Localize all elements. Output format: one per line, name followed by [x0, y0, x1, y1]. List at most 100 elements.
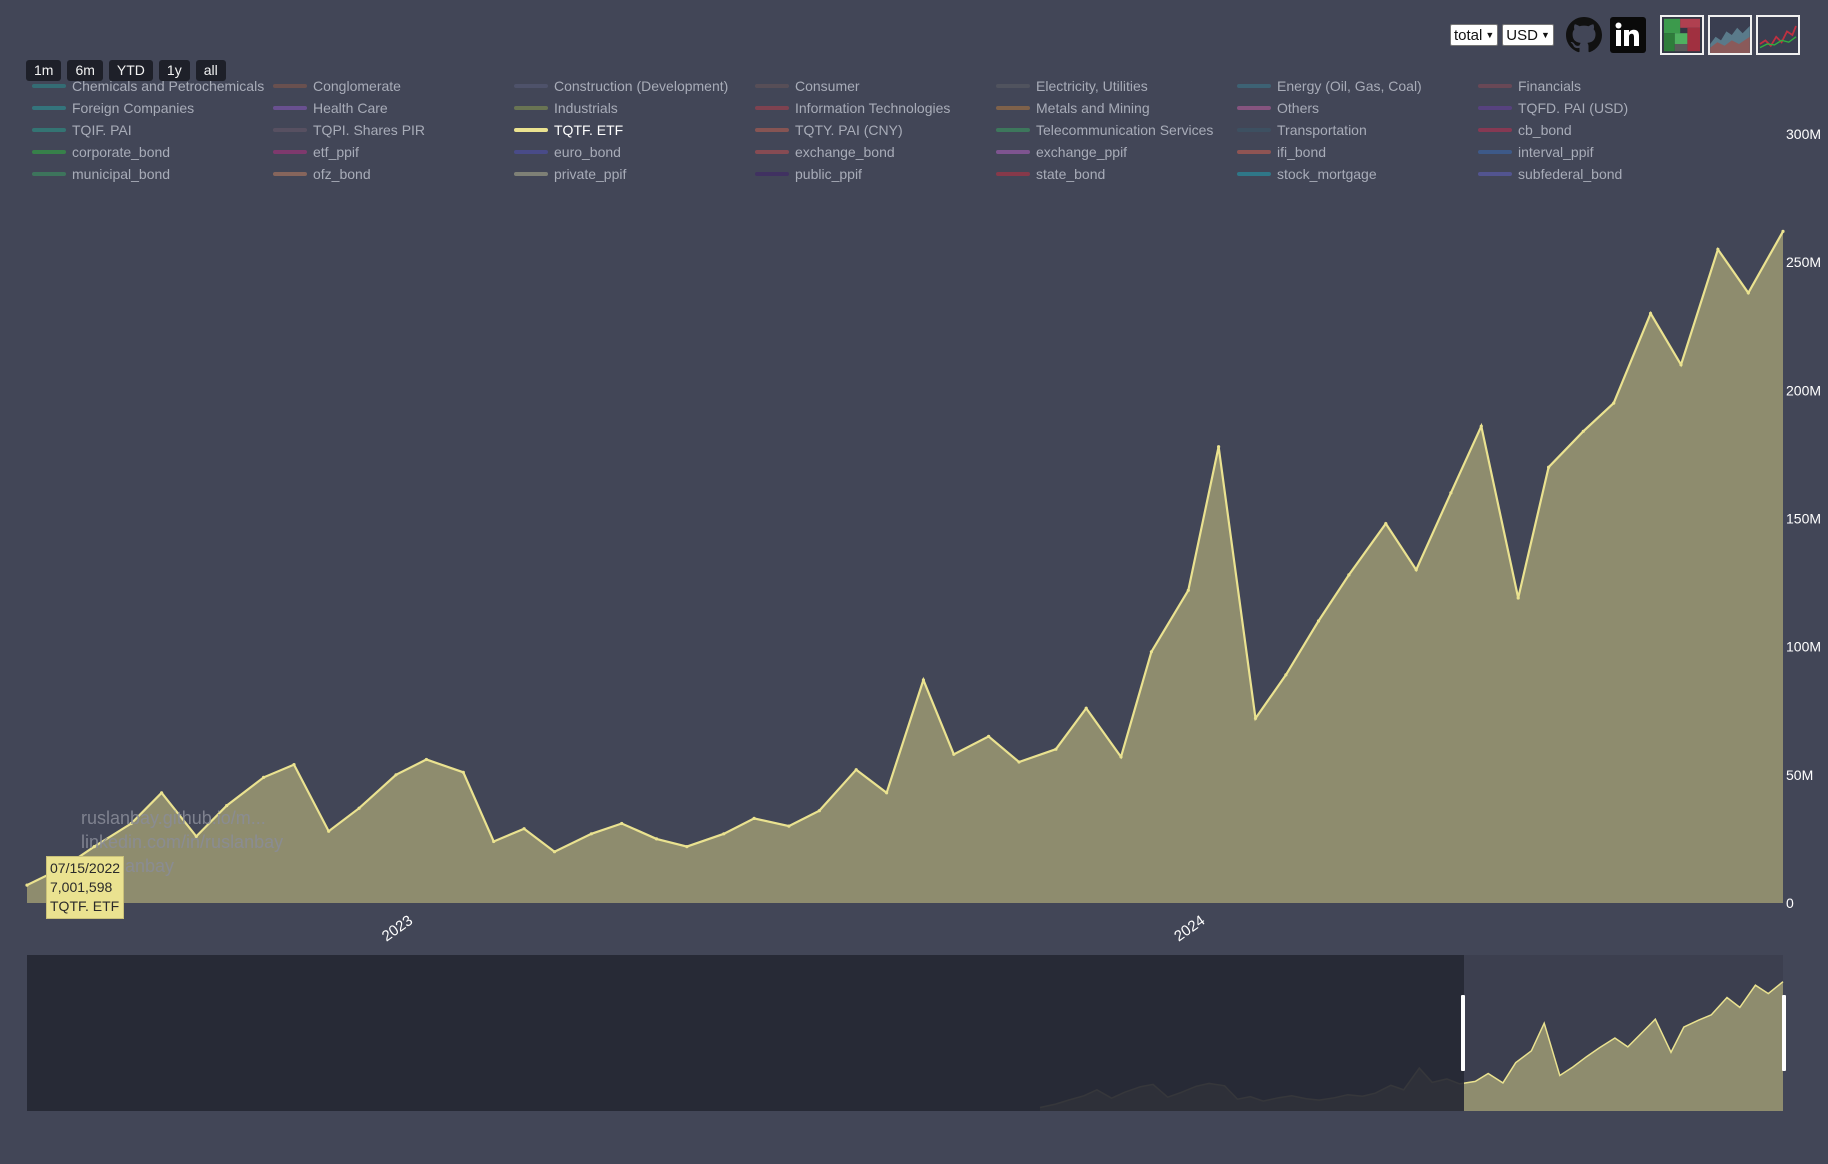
watermark-line: linkedin.com/in/ruslanbay — [81, 832, 284, 852]
navigator-handle-left[interactable] — [1461, 995, 1465, 1071]
legend-swatch — [32, 128, 66, 132]
currency-select[interactable]: USD ▼ — [1502, 24, 1554, 46]
currency-select-value: USD — [1506, 26, 1538, 44]
aggregation-select[interactable]: total ▼ — [1450, 24, 1499, 46]
legend-item[interactable]: Health Care — [273, 98, 388, 118]
data-point — [685, 845, 689, 849]
legend-item[interactable]: exchange_ppif — [996, 142, 1127, 162]
legend-item[interactable]: public_ppif — [755, 164, 862, 184]
legend-item[interactable]: stock_mortgage — [1237, 164, 1377, 184]
data-point — [1649, 311, 1653, 315]
data-point — [1054, 747, 1058, 751]
legend-swatch — [755, 150, 789, 154]
main-plot-area[interactable] — [25, 229, 1785, 903]
legend-label: Foreign Companies — [72, 100, 195, 116]
data-point — [1581, 429, 1585, 433]
legend-label: Energy (Oil, Gas, Coal) — [1277, 78, 1422, 94]
linkedin-icon[interactable] — [1608, 15, 1648, 55]
data-point — [424, 757, 428, 762]
legend-item[interactable]: Foreign Companies — [32, 98, 194, 118]
legend-item[interactable]: Construction (Development) — [514, 76, 728, 96]
range-button-1y[interactable]: 1y — [158, 60, 190, 81]
range-button-ytd[interactable]: YTD — [108, 60, 153, 81]
legend-item[interactable]: Financials — [1478, 76, 1581, 96]
legend-item[interactable]: Conglomerate — [273, 76, 401, 96]
range-button-1m[interactable]: 1m — [26, 60, 62, 81]
data-point — [1017, 760, 1021, 764]
legend-label: interval_ppif — [1518, 144, 1594, 160]
github-icon[interactable] — [1564, 15, 1604, 55]
legend-item[interactable]: Consumer — [755, 76, 860, 96]
legend-item[interactable]: state_bond — [996, 164, 1105, 184]
legend-swatch — [514, 128, 548, 132]
legend-swatch — [32, 172, 66, 176]
legend-item[interactable]: corporate_bond — [32, 142, 170, 162]
data-point — [885, 791, 889, 795]
legend-item[interactable]: euro_bond — [514, 142, 621, 162]
legend-label: Telecommunication Services — [1036, 122, 1214, 138]
legend-item[interactable]: subfederal_bond — [1478, 164, 1622, 184]
legend-item[interactable]: TQTY. PAI (CNY) — [755, 120, 903, 140]
legend-item[interactable]: Information Technologies — [755, 98, 950, 118]
line-chart-thumbnail[interactable] — [1755, 15, 1800, 55]
legend-item[interactable]: TQPI. Shares PIR — [273, 120, 425, 140]
treemap-thumbnail[interactable] — [1659, 15, 1704, 55]
x-axis: 2023 2024 — [379, 912, 1208, 945]
legend-swatch — [273, 84, 307, 88]
legend-swatch — [1478, 172, 1512, 176]
data-point — [1284, 673, 1288, 677]
legend-label: cb_bond — [1518, 122, 1572, 138]
data-point — [292, 763, 296, 767]
data-point — [854, 768, 858, 772]
legend-item[interactable]: Electricity, Utilities — [996, 76, 1148, 96]
legend-swatch — [1237, 84, 1271, 88]
legend-item[interactable]: ifi_bond — [1237, 142, 1326, 162]
legend-item[interactable]: etf_ppif — [273, 142, 359, 162]
data-point — [1414, 568, 1418, 572]
legend-item[interactable]: Telecommunication Services — [996, 120, 1213, 140]
legend-item[interactable]: exchange_bond — [755, 142, 895, 162]
data-point — [1516, 596, 1520, 600]
range-button-6m[interactable]: 6m — [67, 60, 103, 81]
legend-item[interactable]: interval_ppif — [1478, 142, 1594, 162]
legend-item[interactable]: TQFD. PAI (USD) — [1478, 98, 1628, 118]
area-chart-thumbnail[interactable] — [1707, 15, 1752, 55]
legend-label: Others — [1277, 100, 1320, 116]
legend-swatch — [1237, 150, 1271, 154]
data-point — [492, 839, 496, 844]
legend-label: exchange_bond — [795, 144, 895, 160]
data-point — [787, 824, 791, 828]
legend-item[interactable]: TQTF. ETF — [514, 120, 623, 140]
legend-item[interactable]: Metals and Mining — [996, 98, 1150, 118]
legend-swatch — [755, 128, 789, 132]
legend-item[interactable]: Industrials — [514, 98, 618, 118]
range-selector: 1m 6m YTD 1y all — [26, 60, 226, 81]
legend-item[interactable]: ofz_bond — [273, 164, 371, 184]
legend-item[interactable]: cb_bond — [1478, 120, 1572, 140]
x-tick-label: 2024 — [1171, 912, 1208, 945]
legend-label: Industrials — [554, 100, 618, 116]
legend-label: municipal_bond — [72, 166, 171, 182]
legend-item[interactable]: Energy (Oil, Gas, Coal) — [1237, 76, 1422, 96]
legend-item[interactable]: municipal_bond — [32, 164, 170, 184]
legend-swatch — [755, 84, 789, 88]
legend-label: ofz_bond — [313, 166, 371, 182]
legend-item[interactable]: Others — [1237, 98, 1319, 118]
data-point — [722, 832, 726, 836]
legend-item[interactable]: Transportation — [1237, 120, 1367, 140]
tooltip-value: 7,001,598 — [50, 879, 113, 895]
data-point — [752, 816, 756, 821]
aggregation-select-value: total — [1454, 26, 1483, 44]
range-navigator[interactable] — [27, 955, 1786, 1111]
legend-swatch — [755, 106, 789, 110]
legend-item[interactable]: private_ppif — [514, 164, 626, 184]
range-button-all[interactable]: all — [195, 60, 226, 81]
data-point — [1479, 424, 1483, 428]
legend-label: exchange_ppif — [1036, 144, 1128, 160]
legend-label: stock_mortgage — [1277, 166, 1377, 182]
data-point — [25, 883, 29, 887]
legend-item[interactable]: TQIF. PAI — [32, 120, 132, 140]
legend-item[interactable]: Chemicals and Petrochemicals — [32, 76, 264, 96]
navigator-handle-right[interactable] — [1782, 995, 1786, 1071]
